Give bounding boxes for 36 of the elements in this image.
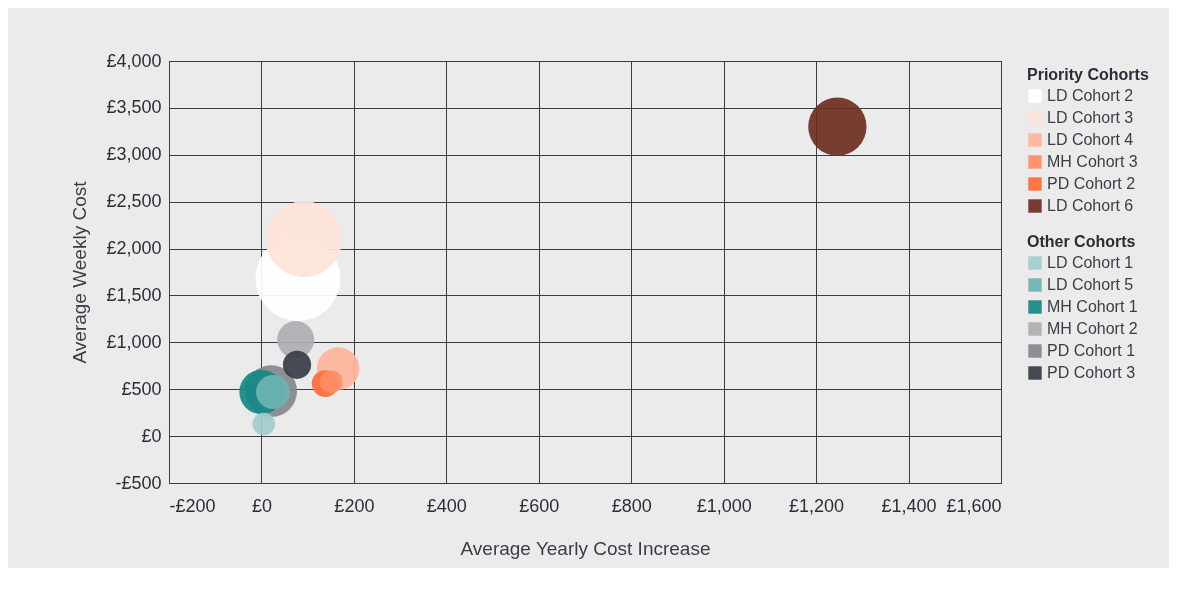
text: Priority Cohorts — [1027, 66, 1149, 83]
y-tick-label: £1,500 — [106, 284, 162, 305]
y-tick-label: £1,000 — [106, 331, 162, 352]
y-tick-label: £2,500 — [106, 191, 162, 212]
y-tick-label: £2,000 — [106, 238, 162, 259]
x-tick-label: £600 — [519, 495, 560, 516]
y-tick-label: £4,000 — [106, 50, 162, 71]
y-tick-label: £3,000 — [106, 144, 162, 165]
x-tick-label: £0 — [251, 495, 272, 516]
legend-label: LD Cohort 3 — [1047, 109, 1134, 126]
x-tick-label: £1,400 — [881, 495, 937, 516]
legend-label: PD Cohort 3 — [1047, 364, 1136, 381]
x-tick-label: £1,000 — [696, 495, 752, 516]
x-tick-label: £800 — [611, 495, 652, 516]
legend-label: PD Cohort 1 — [1047, 342, 1136, 359]
y-axis-title: Average Weekly Cost — [69, 180, 91, 364]
legend-label: PD Cohort 2 — [1047, 175, 1136, 192]
legend-label: MH Cohort 2 — [1047, 320, 1138, 337]
y-tick-label: £0 — [141, 425, 162, 446]
legend-label: LD Cohort 2 — [1047, 87, 1134, 104]
x-tick-label: £1,200 — [789, 495, 845, 516]
legend-label: MH Cohort 1 — [1047, 298, 1138, 315]
text: Other Cohorts — [1027, 233, 1136, 250]
y-tick-label: £500 — [121, 378, 162, 399]
x-tick-label: £400 — [426, 495, 467, 516]
x-tick-label: £200 — [334, 495, 375, 516]
y-tick-label: -£500 — [115, 472, 162, 493]
x-axis-title: Average Yearly Cost Increase — [460, 537, 711, 559]
legend-label: LD Cohort 5 — [1047, 276, 1134, 293]
legend-label: LD Cohort 1 — [1047, 254, 1134, 271]
legend-label: MH Cohort 3 — [1047, 153, 1138, 170]
y-tick-label: £3,500 — [106, 97, 162, 118]
x-tick-label: £1,600 — [946, 495, 1002, 516]
legend-label: LD Cohort 6 — [1047, 197, 1134, 214]
x-tick-label: -£200 — [169, 495, 216, 516]
legend-label: LD Cohort 4 — [1047, 131, 1134, 148]
